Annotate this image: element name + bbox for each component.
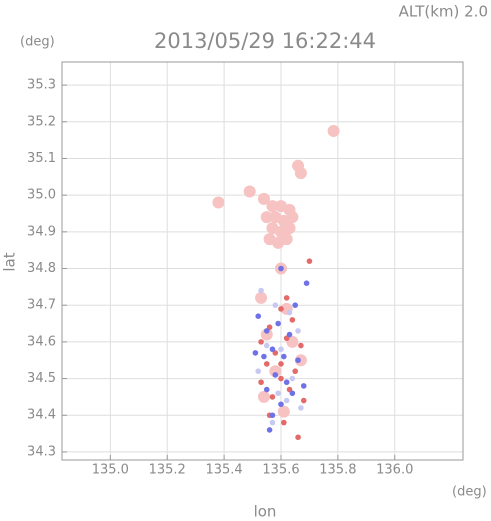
data-point [266, 200, 279, 213]
data-point [289, 317, 296, 323]
x-axis-label: lon [254, 503, 277, 521]
y-tick-label: 35.3 [27, 78, 56, 93]
y-tick-label: 34.9 [27, 224, 56, 239]
x-tick-label: 136.0 [376, 463, 413, 478]
data-point [294, 354, 307, 367]
data-point [286, 331, 293, 338]
data-point [258, 379, 264, 386]
data-point [278, 346, 284, 353]
y-tick-label: 34.6 [27, 334, 56, 349]
y-axis-label: lat [1, 252, 19, 271]
data-point [295, 328, 301, 334]
data-point [269, 394, 276, 400]
x-tick-label: 135.2 [149, 463, 186, 478]
data-point [278, 265, 284, 272]
data-point [283, 379, 290, 386]
data-point [292, 302, 299, 309]
data-point [277, 405, 290, 418]
data-point [255, 368, 262, 375]
data-point [257, 192, 270, 205]
data-point [286, 211, 299, 224]
data-point [292, 368, 299, 375]
data-point [295, 434, 301, 441]
data-point [289, 390, 296, 397]
data-point [257, 390, 270, 403]
y-tick-label: 34.8 [27, 261, 56, 276]
data-point [286, 309, 293, 316]
data-point [272, 302, 279, 309]
x-tick-label: 135.4 [205, 463, 242, 478]
data-point [283, 222, 296, 235]
y-tick-label: 34.7 [27, 298, 56, 313]
data-point [258, 287, 264, 294]
data-point [266, 427, 273, 433]
data-point [261, 353, 267, 360]
data-point [275, 320, 281, 327]
y-unit: (deg) [20, 35, 55, 50]
data-point [300, 383, 307, 389]
data-point [263, 328, 270, 334]
data-point [278, 375, 284, 382]
x-tick-label: 135.6 [262, 463, 299, 478]
data-point [280, 233, 293, 246]
y-tick-label: 34.4 [27, 408, 56, 423]
x-tick-label: 135.8 [319, 463, 356, 478]
data-point [243, 185, 256, 198]
y-tick-label: 35.2 [27, 114, 56, 129]
data-point [255, 313, 262, 320]
data-point [300, 397, 307, 404]
data-point [298, 405, 304, 411]
data-point [272, 372, 279, 378]
plot-frame [61, 61, 464, 461]
data-point [275, 390, 281, 397]
data-point [294, 167, 307, 180]
data-point [269, 419, 276, 426]
data-point [212, 196, 225, 209]
data-point [283, 295, 290, 301]
data-point [298, 342, 304, 349]
data-point [260, 211, 273, 224]
data-point [252, 350, 259, 356]
data-point [258, 339, 264, 345]
data-point [281, 353, 287, 360]
y-tick-label: 34.3 [27, 444, 56, 459]
data-point [295, 357, 301, 364]
x-tick-label: 135.0 [92, 463, 129, 478]
data-point [263, 342, 270, 349]
data-point [281, 419, 287, 426]
data-point [283, 397, 290, 404]
data-point [306, 258, 313, 264]
data-point [269, 365, 282, 378]
data-point [278, 361, 284, 367]
data-point [289, 375, 296, 382]
data-point [255, 291, 268, 304]
chart-title: 2013/05/29 16:22:44 [154, 29, 376, 53]
data-point [269, 346, 276, 353]
data-point [278, 306, 284, 312]
data-point [263, 361, 270, 367]
x-unit: (deg) [452, 485, 487, 500]
data-point [260, 328, 273, 341]
data-point [269, 412, 276, 419]
y-tick-label: 34.5 [27, 371, 56, 386]
y-tick-label: 35.1 [27, 151, 56, 166]
data-point [327, 124, 340, 137]
data-point [278, 401, 284, 408]
y-tick-label: 35.0 [27, 188, 56, 203]
data-point [263, 386, 270, 393]
altitude-label: ALT(km) 2.0 [399, 3, 488, 21]
data-point [303, 280, 310, 286]
